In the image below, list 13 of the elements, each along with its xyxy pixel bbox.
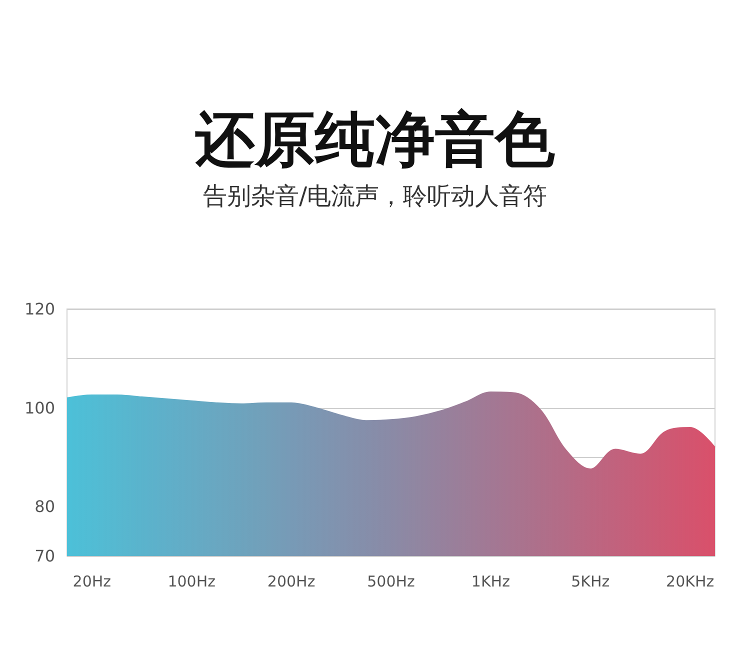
y-tick-label: 80	[34, 497, 55, 516]
y-tick-label: 70	[34, 546, 55, 566]
x-tick-label: 20KHz	[666, 572, 714, 590]
x-tick-label: 500Hz	[367, 572, 416, 590]
y-tick-label: 120	[24, 300, 55, 318]
x-tick-label: 200Hz	[267, 572, 316, 590]
x-tick-label: 5KHz	[571, 572, 610, 590]
x-tick-label: 1KHz	[471, 572, 510, 590]
y-tick-label: 100	[24, 398, 55, 418]
x-tick-label: 20Hz	[72, 572, 112, 590]
chart-subtitle: 告别杂音/电流声，聆听动人音符	[202, 181, 548, 212]
chart-title: 还原纯净音色	[194, 104, 556, 177]
x-tick-label: 100Hz	[168, 572, 216, 590]
